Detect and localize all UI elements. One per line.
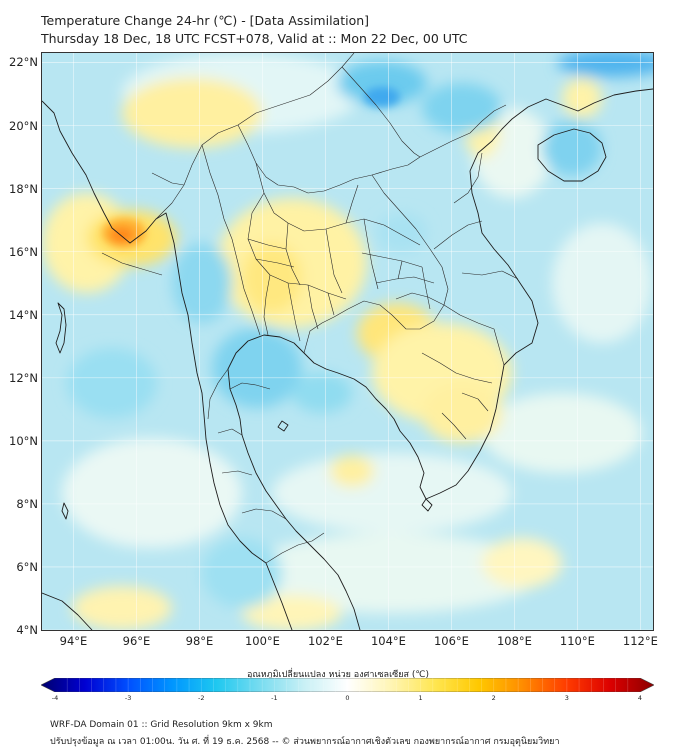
lon-label: 108°E (496, 634, 532, 648)
lat-label: 6°N (16, 559, 38, 574)
lon-label: 98°E (185, 634, 214, 648)
lon-label: 102°E (307, 634, 343, 648)
colorbar-tick-label: -3 (124, 694, 132, 702)
colorbar-tick-label: 2 (491, 694, 496, 702)
lon-label: 106°E (433, 634, 469, 648)
lon-label: 112°E (622, 634, 658, 648)
colorbar-tick-label: -4 (51, 694, 59, 702)
temperature-change-map (42, 53, 653, 630)
lon-label: 110°E (559, 634, 595, 648)
coastlines (42, 88, 653, 630)
lat-label: 14°N (9, 307, 38, 322)
lat-label: 22°N (9, 55, 38, 70)
colorbar-tick-label: 3 (564, 694, 569, 702)
province-borders (101, 53, 519, 564)
colorbar-tick-label: 4 (637, 694, 643, 702)
lon-label: 100°E (244, 634, 280, 648)
lon-label: 94°E (59, 634, 88, 648)
lat-lon-grid (42, 53, 653, 630)
colorbar-title: อุณหภูมิเปลี่ยนแปลง หน่วย องศาเซลเซียส (… (246, 670, 430, 680)
colorbar-gradient (41, 678, 654, 692)
lat-label: 16°N (9, 244, 38, 259)
lat-label: 18°N (9, 181, 38, 196)
colorbar-tick-label: 1 (418, 694, 423, 702)
lon-label: 104°E (370, 634, 406, 648)
footer-model-info: WRF-DA Domain 01 :: Grid Resolution 9km … (50, 720, 273, 730)
chart-subtitle: Thursday 18 Dec, 18 UTC FCST+078, Valid … (41, 31, 468, 46)
colorbar-tick-label: -2 (198, 694, 205, 702)
lat-label: 4°N (16, 623, 38, 637)
temperature-field (42, 53, 653, 630)
lat-label: 12°N (9, 370, 38, 385)
map-frame (41, 52, 654, 631)
lat-label: 10°N (9, 433, 38, 448)
colorbar (41, 678, 654, 692)
lon-label: 96°E (122, 634, 151, 648)
footer-update-info: ปรับปรุงข้อมูล ณ เวลา 01:00น. วัน ศ. ที่… (50, 737, 560, 747)
colorbar-tick-label: -1 (271, 694, 278, 702)
lat-label: 8°N (16, 496, 38, 511)
chart-title: Temperature Change 24-hr (℃) - [Data Ass… (41, 13, 370, 28)
colorbar-tick-label: 0 (345, 694, 350, 702)
lat-label: 20°N (9, 118, 38, 133)
